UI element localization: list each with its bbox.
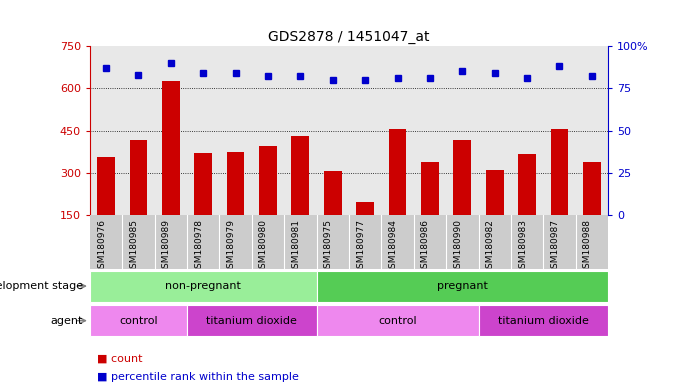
Text: non-pregnant: non-pregnant: [165, 281, 241, 291]
Bar: [478, 305, 608, 336]
Text: control: control: [378, 316, 417, 326]
Text: GSM180990: GSM180990: [453, 219, 462, 274]
Text: agent: agent: [50, 316, 83, 326]
Text: GSM180975: GSM180975: [324, 219, 333, 274]
Text: titanium dioxide: titanium dioxide: [498, 316, 589, 326]
Text: GSM180983: GSM180983: [518, 219, 527, 274]
Text: pregnant: pregnant: [437, 281, 488, 291]
Bar: [388, 129, 406, 215]
Bar: [324, 171, 341, 215]
Text: GSM180982: GSM180982: [486, 219, 495, 274]
Bar: [357, 202, 374, 215]
Text: ■ percentile rank within the sample: ■ percentile rank within the sample: [97, 372, 299, 382]
Bar: [259, 146, 277, 215]
Bar: [97, 157, 115, 215]
Text: GSM180976: GSM180976: [97, 219, 106, 274]
Text: GSM180986: GSM180986: [421, 219, 430, 274]
Bar: [316, 270, 608, 302]
Bar: [162, 81, 180, 215]
Text: GSM180981: GSM180981: [292, 219, 301, 274]
Bar: [90, 305, 187, 336]
Text: GSM180984: GSM180984: [388, 219, 397, 274]
Bar: [292, 136, 310, 215]
Bar: [129, 141, 147, 215]
Bar: [194, 153, 212, 215]
Text: development stage: development stage: [0, 281, 83, 291]
Bar: [316, 305, 478, 336]
Text: GSM180989: GSM180989: [162, 219, 171, 274]
Bar: [227, 152, 245, 215]
Bar: [486, 170, 504, 215]
Bar: [518, 154, 536, 215]
Text: GSM180985: GSM180985: [129, 219, 138, 274]
Bar: [551, 129, 569, 215]
Text: control: control: [119, 316, 158, 326]
Text: GSM180978: GSM180978: [194, 219, 203, 274]
Bar: [453, 141, 471, 215]
Title: GDS2878 / 1451047_at: GDS2878 / 1451047_at: [268, 30, 430, 44]
Text: GSM180980: GSM180980: [259, 219, 268, 274]
Text: GSM180977: GSM180977: [356, 219, 365, 274]
Bar: [583, 162, 600, 215]
Text: GSM180988: GSM180988: [583, 219, 592, 274]
Bar: [187, 305, 316, 336]
Bar: [421, 162, 439, 215]
Bar: [90, 270, 316, 302]
Text: titanium dioxide: titanium dioxide: [207, 316, 297, 326]
Text: GSM180987: GSM180987: [551, 219, 560, 274]
Text: ■ count: ■ count: [97, 353, 142, 363]
Text: GSM180979: GSM180979: [227, 219, 236, 274]
